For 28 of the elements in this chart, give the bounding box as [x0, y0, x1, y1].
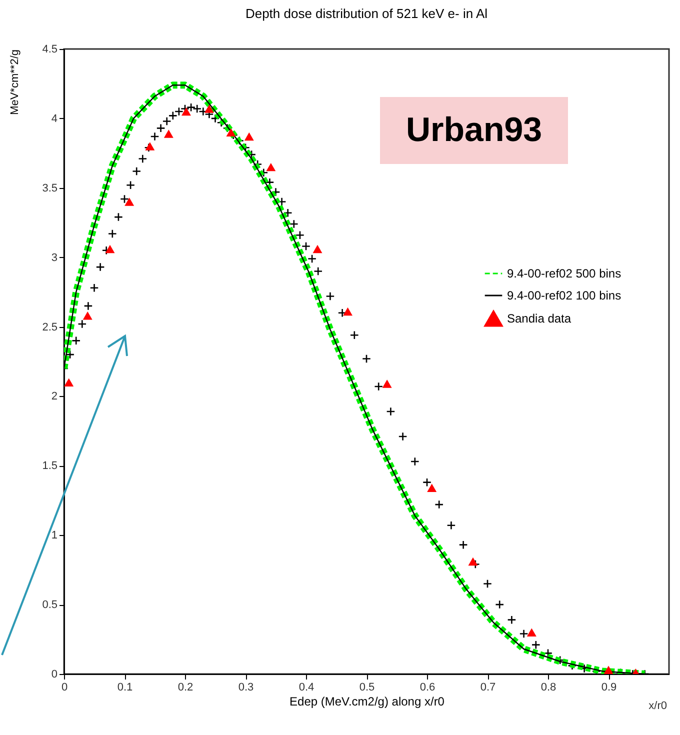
chart-title: Depth dose distribution of 521 keV e- in Al — [245, 6, 488, 21]
y-tick-label: 2 — [51, 390, 58, 403]
x-tick-label: 0 — [61, 682, 68, 694]
x-tick-label: 0.6 — [420, 682, 436, 694]
y-tick-label: 3 — [51, 252, 58, 264]
y-tick-label: 4 — [51, 112, 58, 125]
y-tick-label: 2.5 — [42, 321, 58, 334]
y-tick-label: 0.5 — [42, 599, 58, 612]
y-tick-label: 0 — [51, 668, 58, 680]
x-tick-label: 0.8 — [540, 682, 556, 694]
x-axis-title: Edep (MeV.cm2/g) along x/r0 — [290, 694, 445, 708]
x-tick-label: 0.1 — [117, 682, 133, 694]
y-tick-label: 1.5 — [42, 460, 58, 472]
annotation: Urban93 — [380, 97, 568, 164]
y-axis-title: MeV*cm**2/g — [9, 50, 22, 115]
x-tick-label: 0.2 — [178, 682, 194, 694]
text: x/r0 — [648, 700, 667, 712]
legend-label: 9.4-00-ref02 500 bins — [507, 266, 622, 280]
y-tick-label: 4.5 — [42, 44, 58, 56]
x-tick-label: 0.7 — [480, 682, 496, 694]
x-tick-label: 0.9 — [601, 682, 617, 694]
x-tick-label: 0.5 — [359, 682, 375, 694]
x-tick-label: 0.4 — [298, 682, 314, 694]
legend-label: 9.4-00-ref02 100 bins — [507, 288, 622, 302]
legend-label: Sandia data — [507, 312, 572, 326]
y-tick-label: 3.5 — [42, 182, 58, 194]
x-tick-label: 0.3 — [238, 682, 254, 694]
y-tick-label: 1 — [51, 530, 58, 542]
